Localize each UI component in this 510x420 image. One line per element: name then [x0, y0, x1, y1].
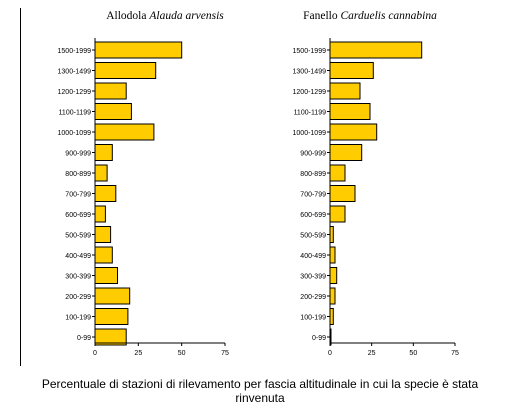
category-tick-label: 1000-1099	[293, 130, 327, 137]
category-tick-label: 900-999	[65, 151, 91, 158]
bar	[94, 185, 117, 202]
category-tick-label: 400-499	[65, 253, 91, 260]
category-tick-label: 800-899	[300, 171, 326, 178]
category-tick-label: 1200-1299	[293, 89, 327, 96]
bar	[329, 123, 378, 141]
bar	[329, 164, 346, 182]
category-tick-label: 800-899	[65, 171, 91, 178]
bar	[94, 308, 129, 325]
category-tick-label: 0-99	[77, 335, 91, 342]
category-tick-label: 1100-1199	[294, 110, 327, 117]
category-tick-label: 0-99	[312, 335, 326, 342]
chart-title: Fanello Carduelis cannabina	[303, 10, 437, 22]
bar	[329, 185, 356, 202]
category-tick-label: 1500-1999	[58, 48, 92, 55]
chart-allodola: Allodola Alauda arvensis 1500-1999 1300-14…	[58, 10, 229, 357]
category-tick-label: 200-299	[300, 294, 326, 301]
category-tick-label: 1300-1499	[58, 69, 92, 76]
bar	[94, 287, 131, 305]
left-border-line	[20, 8, 21, 366]
category-tick-label: 700-799	[65, 192, 91, 199]
category-tick-label: 1000-1099	[58, 130, 92, 137]
category-tick-label: 300-399	[300, 274, 326, 281]
bar	[329, 246, 336, 264]
bar	[329, 103, 371, 120]
bar	[94, 267, 118, 284]
chart-title-common-name: Fanello	[303, 10, 340, 22]
bar	[94, 205, 106, 223]
category-tick-label: 600-699	[300, 212, 326, 219]
bar	[94, 41, 183, 59]
category-tick-label: 1300-1499	[293, 69, 327, 76]
x-tick-label: 75	[221, 350, 229, 357]
chart-title: Allodola Alauda arvensis	[106, 10, 224, 22]
category-tick-label: 100-199	[300, 315, 326, 322]
bar	[329, 41, 423, 59]
category-tick-label: 900-999	[300, 151, 326, 158]
category-tick-label: 1100-1199	[59, 110, 92, 117]
bar	[94, 62, 157, 79]
bar	[329, 144, 363, 161]
category-tick-label: 700-799	[300, 192, 326, 199]
bar	[94, 164, 108, 182]
x-tick-label: 50	[409, 350, 417, 357]
x-tick-label: 25	[368, 350, 376, 357]
figure-caption: Percentuale di stazioni di rilevamento p…	[41, 377, 479, 405]
x-tick-label: 0	[328, 350, 332, 357]
bar	[94, 123, 155, 141]
category-tick-label: 300-399	[65, 274, 91, 281]
x-tick-label: 25	[134, 350, 142, 357]
category-tick-label: 600-699	[65, 212, 91, 219]
category-tick-label: 500-599	[300, 233, 326, 240]
bar	[329, 287, 336, 305]
bar	[94, 103, 132, 120]
chart-title-common-name: Allodola	[106, 10, 149, 22]
bar	[94, 82, 127, 100]
chart-title-latin-name: Alauda arvensis	[148, 10, 224, 22]
category-tick-label: 1200-1299	[58, 89, 92, 96]
x-tick-label: 75	[451, 350, 459, 357]
category-tick-label: 400-499	[300, 253, 326, 260]
chart-fanello: Fanello Carduelis cannabina 1500-1999 1300…	[293, 10, 459, 357]
x-tick-label: 50	[178, 350, 186, 357]
bar	[94, 144, 113, 161]
x-tick-label: 0	[93, 350, 97, 357]
bar	[94, 226, 112, 243]
category-tick-label: 100-199	[65, 315, 91, 322]
bar	[329, 82, 361, 100]
category-tick-label: 1500-1999	[293, 48, 327, 55]
category-tick-label: 500-599	[65, 233, 91, 240]
bar	[329, 267, 338, 284]
bar	[94, 246, 113, 264]
category-tick-label: 200-299	[65, 294, 91, 301]
bar	[329, 62, 374, 79]
chart-title-latin-name: Carduelis cannabina	[341, 10, 438, 22]
bar	[329, 205, 346, 223]
